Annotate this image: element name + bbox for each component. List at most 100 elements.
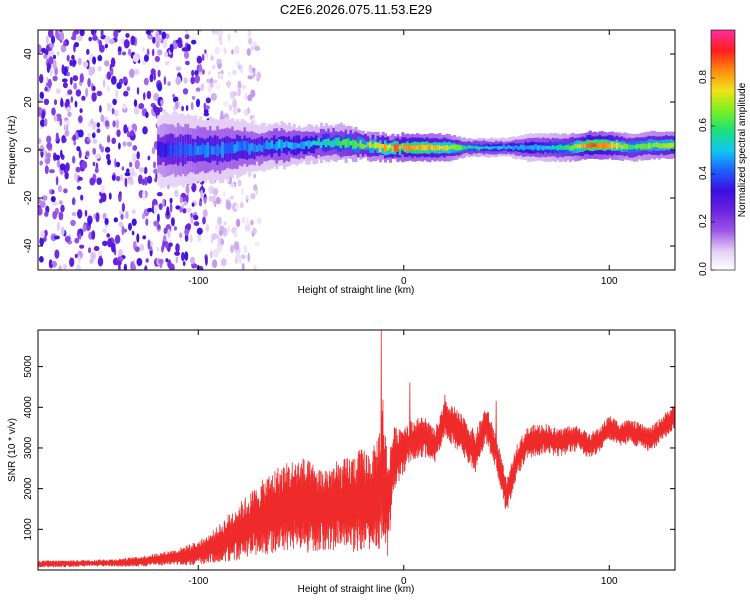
ridge-cell xyxy=(576,144,580,149)
noise-cell xyxy=(208,70,211,75)
ridge-cell xyxy=(221,141,225,158)
noise-cell xyxy=(64,171,69,180)
colorbar-band xyxy=(711,200,735,203)
noise-cell xyxy=(201,53,205,62)
colorbar-band xyxy=(711,190,735,193)
noise-cell xyxy=(234,204,239,210)
noise-cell xyxy=(144,176,148,186)
ridge-cell xyxy=(662,143,666,149)
colorbar-band xyxy=(711,48,735,51)
noise-cell xyxy=(78,115,83,124)
snr-panel: -100 0 100 1000 2000 3000 4000 5000 Height of s… xyxy=(7,329,676,595)
ridge-cell xyxy=(532,145,536,151)
noise-cell xyxy=(232,91,238,97)
colorbar-band xyxy=(711,34,735,37)
noise-cell xyxy=(151,146,156,155)
noise-cell xyxy=(200,83,205,91)
noise-cell xyxy=(75,166,81,173)
noise-cell xyxy=(128,48,132,56)
noise-cell xyxy=(233,230,238,238)
ridge-cell xyxy=(361,138,365,149)
colorbar-band xyxy=(711,132,735,135)
noise-cell xyxy=(130,167,135,177)
noise-cell xyxy=(59,163,66,171)
noise-cell xyxy=(184,233,189,242)
noise-cell xyxy=(136,233,140,243)
ridge-cell xyxy=(485,145,489,149)
colorbar-tick-label: 0.8 xyxy=(698,70,709,84)
noise-cell xyxy=(232,69,237,76)
noise-cell xyxy=(147,35,154,40)
noise-cell xyxy=(116,260,122,266)
ridge-cell xyxy=(216,144,220,156)
noise-cell xyxy=(172,93,176,98)
colorbar-band xyxy=(711,44,735,47)
ridge-cell xyxy=(181,145,185,155)
noise-cell xyxy=(60,226,65,236)
noise-cell xyxy=(53,54,56,60)
noise-cell xyxy=(247,37,253,45)
noise-cell xyxy=(191,263,198,269)
colorbar-band xyxy=(711,232,735,235)
noise-cell xyxy=(169,43,174,53)
colorbar-band xyxy=(711,70,735,73)
ridge-cell xyxy=(339,141,343,149)
colorbar-band xyxy=(711,234,735,237)
noise-cell xyxy=(67,89,73,95)
noise-cell xyxy=(205,52,209,60)
noise-cell xyxy=(153,220,160,227)
noise-cell xyxy=(227,80,230,89)
noise-cell xyxy=(60,149,63,158)
noise-cell xyxy=(232,107,238,115)
ridge-cell xyxy=(342,139,346,145)
noise-cell xyxy=(64,235,71,243)
colorbar-band xyxy=(711,30,735,33)
colorbar-tick-label: 0.0 xyxy=(698,262,709,276)
noise-cell xyxy=(207,83,212,93)
noise-cell xyxy=(100,114,105,123)
noise-cell xyxy=(184,30,189,34)
noise-cell xyxy=(190,101,194,111)
ridge-cell xyxy=(480,146,484,150)
ridge-cell xyxy=(194,142,198,156)
colorbar-band xyxy=(711,188,735,191)
noise-cell xyxy=(102,228,108,234)
ridge-cell xyxy=(551,145,555,150)
ridge-cell xyxy=(302,141,306,150)
noise-cell xyxy=(202,216,206,225)
colorbar-band xyxy=(711,96,735,99)
noise-cell xyxy=(56,221,61,231)
noise-cell xyxy=(51,260,57,268)
ridge-cell xyxy=(561,145,565,150)
colorbar-band xyxy=(711,94,735,97)
ridge-cell xyxy=(517,146,521,151)
snr-frame xyxy=(37,329,676,571)
colorbar-band xyxy=(711,250,735,253)
noise-cell xyxy=(40,230,45,239)
noise-cell xyxy=(121,225,125,236)
noise-cell xyxy=(158,203,163,211)
noise-cell xyxy=(138,103,145,110)
noise-cell xyxy=(71,197,76,206)
noise-cell xyxy=(185,60,190,66)
noise-cell xyxy=(87,132,91,138)
noise-cell xyxy=(112,98,117,106)
noise-cell xyxy=(194,70,199,76)
noise-cell xyxy=(228,104,233,111)
noise-cell xyxy=(237,87,241,97)
noise-cell xyxy=(73,140,76,146)
noise-cell xyxy=(85,87,89,98)
noise-cell xyxy=(136,87,140,95)
noise-cell xyxy=(175,205,181,210)
noise-cell xyxy=(73,59,77,66)
noise-cell xyxy=(155,40,160,49)
noise-cell xyxy=(47,78,52,89)
noise-cell xyxy=(250,192,256,200)
noise-cell xyxy=(122,76,127,83)
ridge-cell xyxy=(519,144,523,150)
noise-cell xyxy=(216,58,222,64)
ridge-cell xyxy=(162,142,166,158)
colorbar-band xyxy=(711,140,735,143)
ridge-cell xyxy=(522,144,526,151)
ridge-cell xyxy=(243,141,247,151)
